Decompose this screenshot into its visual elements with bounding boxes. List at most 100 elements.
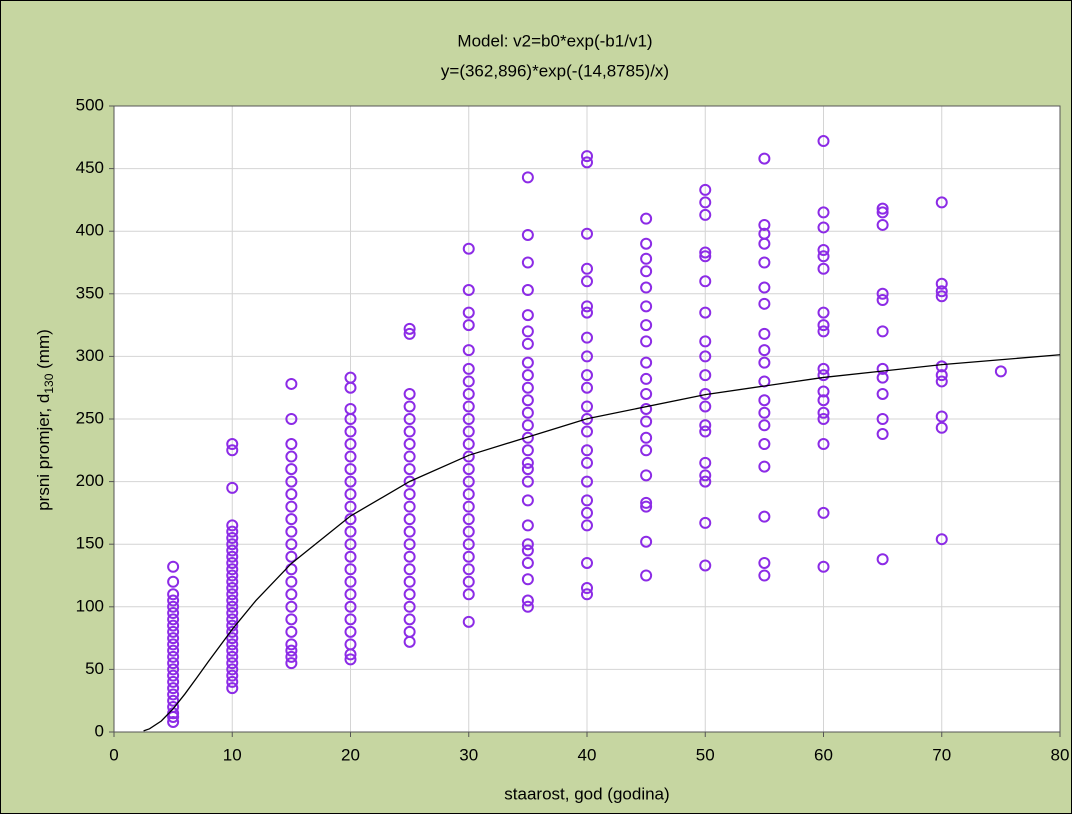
point bbox=[817, 325, 830, 338]
point bbox=[403, 500, 416, 513]
point bbox=[581, 369, 593, 382]
point bbox=[817, 369, 830, 382]
x-axis-label: staarost, god (godina) bbox=[504, 784, 669, 803]
point bbox=[226, 444, 239, 457]
x-tick-label: 70 bbox=[932, 745, 951, 764]
point bbox=[817, 385, 830, 398]
point bbox=[581, 582, 593, 595]
x-tick-label: 0 bbox=[109, 745, 118, 764]
point bbox=[817, 250, 830, 263]
point bbox=[817, 319, 830, 332]
point bbox=[167, 650, 180, 663]
x-tick-label: 50 bbox=[696, 745, 715, 764]
point bbox=[758, 356, 771, 369]
point bbox=[462, 513, 475, 526]
point bbox=[521, 431, 534, 444]
point bbox=[285, 650, 298, 663]
point bbox=[462, 413, 475, 425]
point bbox=[521, 309, 534, 322]
point bbox=[521, 381, 534, 394]
point bbox=[167, 657, 180, 670]
point bbox=[994, 365, 1007, 378]
chart-subtitle: y=(362,896)*exp(-(14,8785)/x) bbox=[441, 61, 669, 80]
point bbox=[699, 559, 712, 572]
point bbox=[344, 613, 357, 626]
point bbox=[521, 171, 534, 184]
point bbox=[581, 150, 593, 163]
point bbox=[226, 582, 239, 595]
point bbox=[935, 410, 948, 423]
point bbox=[699, 425, 712, 438]
point bbox=[462, 387, 475, 400]
point bbox=[226, 600, 239, 613]
point bbox=[403, 625, 416, 638]
point bbox=[699, 208, 712, 221]
point bbox=[758, 218, 771, 231]
point bbox=[403, 488, 416, 501]
point bbox=[758, 394, 771, 407]
point bbox=[167, 638, 180, 651]
y-tick-label: 200 bbox=[76, 471, 104, 490]
point bbox=[462, 563, 475, 576]
point bbox=[285, 450, 298, 463]
point bbox=[344, 450, 357, 463]
point bbox=[699, 456, 712, 469]
x-tick-label: 30 bbox=[459, 745, 478, 764]
point bbox=[521, 325, 534, 338]
point bbox=[167, 619, 180, 632]
point bbox=[167, 688, 180, 701]
point bbox=[699, 250, 712, 263]
point bbox=[640, 372, 653, 385]
point bbox=[344, 475, 357, 488]
point bbox=[285, 488, 298, 501]
point bbox=[226, 588, 239, 601]
point bbox=[521, 600, 534, 613]
point bbox=[226, 481, 239, 494]
point bbox=[758, 152, 771, 165]
point bbox=[167, 607, 180, 620]
point bbox=[640, 265, 653, 278]
point bbox=[521, 256, 534, 269]
point bbox=[344, 525, 357, 538]
y-tick-label: 150 bbox=[76, 534, 104, 553]
point bbox=[462, 538, 475, 551]
point bbox=[699, 400, 712, 413]
point bbox=[344, 500, 357, 513]
point bbox=[226, 650, 239, 663]
y-axis-label: prsni promjer, d130 (mm) bbox=[34, 329, 56, 511]
point bbox=[285, 638, 298, 651]
point bbox=[581, 413, 593, 425]
point bbox=[403, 450, 416, 463]
point bbox=[344, 638, 357, 651]
point bbox=[403, 550, 416, 563]
point bbox=[758, 569, 771, 582]
point bbox=[462, 344, 475, 357]
point bbox=[226, 550, 239, 563]
x-tick-label: 10 bbox=[223, 745, 242, 764]
point bbox=[462, 375, 475, 388]
point bbox=[935, 290, 948, 303]
point bbox=[817, 135, 830, 148]
point bbox=[462, 575, 475, 588]
point bbox=[285, 377, 298, 390]
point bbox=[640, 415, 653, 428]
point bbox=[403, 588, 416, 601]
point bbox=[817, 438, 830, 451]
point bbox=[817, 506, 830, 519]
point bbox=[521, 394, 534, 407]
point bbox=[462, 475, 475, 488]
point bbox=[876, 371, 889, 384]
point bbox=[521, 406, 534, 419]
point bbox=[462, 450, 475, 463]
point bbox=[581, 262, 593, 275]
point bbox=[403, 475, 416, 488]
point bbox=[935, 277, 948, 290]
point bbox=[521, 456, 534, 469]
point bbox=[699, 335, 712, 348]
point bbox=[758, 256, 771, 269]
point bbox=[581, 400, 593, 413]
point bbox=[403, 513, 416, 526]
y-tick-label: 0 bbox=[95, 721, 104, 740]
point bbox=[758, 438, 771, 451]
